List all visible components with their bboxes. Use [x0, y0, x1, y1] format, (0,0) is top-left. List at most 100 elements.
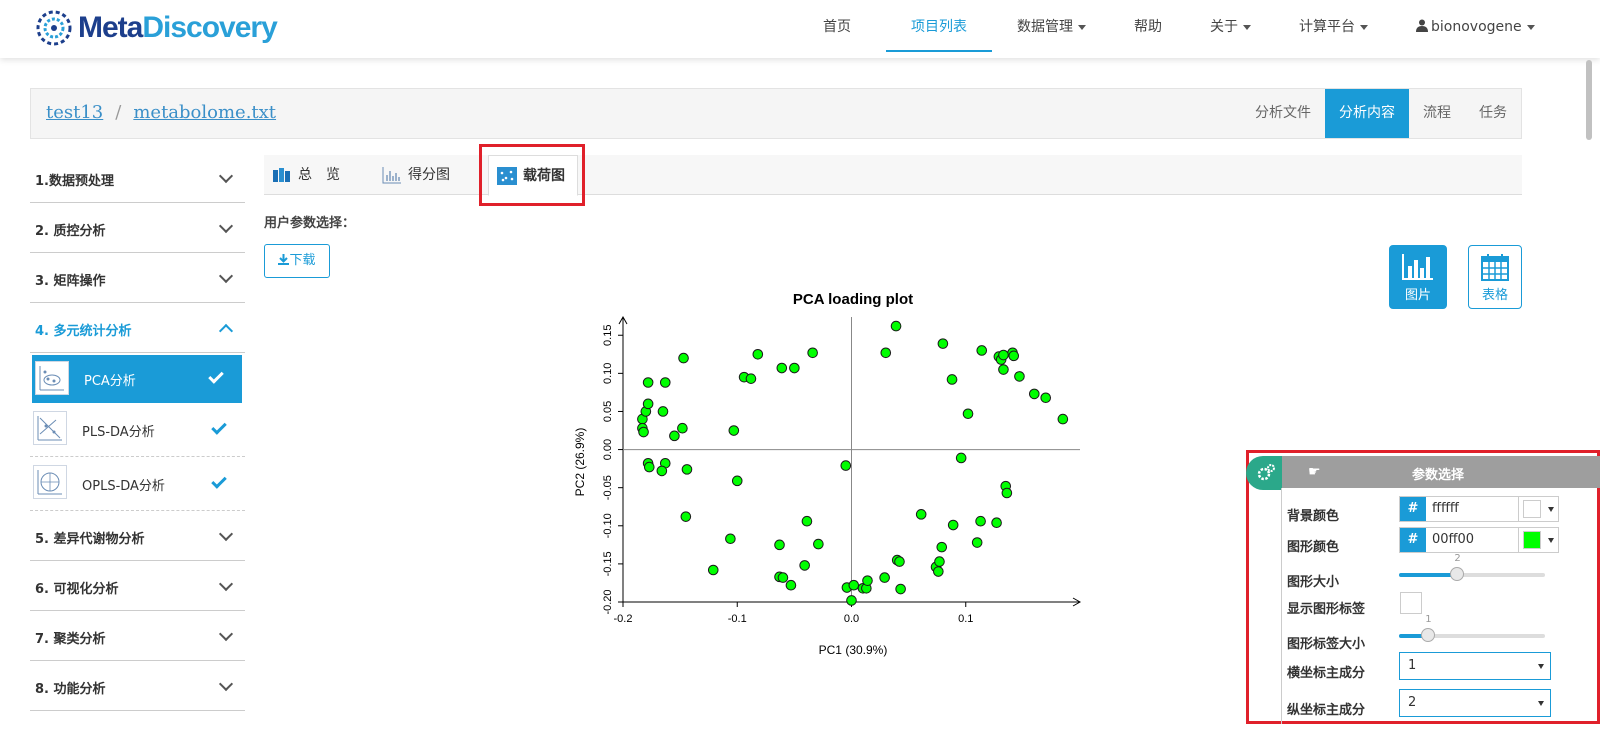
data-point [643, 461, 655, 473]
panel-divider [1281, 488, 1282, 724]
slider-fill [1399, 573, 1458, 577]
chevron-down-icon [218, 268, 234, 284]
nav-user-menu[interactable]: bionovogene [1403, 0, 1548, 52]
show-labels-checkbox[interactable] [1400, 592, 1422, 614]
slider-knob[interactable] [1421, 628, 1436, 642]
sidebar-item-oplsda[interactable]: OPLS-DA分析 [30, 457, 245, 511]
data-point [807, 347, 818, 359]
chevron-up-icon [218, 323, 234, 339]
sidebar-section-functional[interactable]: 8. 功能分析 [30, 661, 245, 711]
loading-plot-icon [497, 167, 517, 185]
sidebar-section-label: 3. 矩阵操作 [35, 274, 106, 289]
data-point [1029, 388, 1040, 400]
tab-score-plot[interactable]: 得分图 [382, 155, 450, 195]
data-point [752, 348, 764, 360]
y-tick-label: -0.05 [602, 475, 614, 500]
page-scrollbar[interactable] [1586, 60, 1592, 140]
sidebar-item-pca[interactable]: PCA分析 [32, 355, 242, 403]
chart-title: PCA loading plot [793, 291, 913, 308]
shape-size-slider[interactable]: 2 [1399, 553, 1545, 581]
breadcrumb-file-link[interactable]: metabolome.txt [133, 102, 277, 123]
breadcrumb-project-link[interactable]: test13 [46, 102, 104, 123]
tab-overview[interactable]: 总 览 [272, 155, 340, 195]
data-point [725, 533, 736, 545]
shape-color-input[interactable]: # 00ff00 [1399, 527, 1559, 553]
data-point [937, 338, 949, 349]
data-point [774, 539, 785, 551]
sidebar-section-label: 7. 聚类分析 [35, 632, 106, 647]
logo-text-meta: Meta [78, 11, 143, 44]
data-point [745, 373, 757, 384]
tab-workflow[interactable]: 流程 [1423, 105, 1451, 121]
sidebar-section-clustering[interactable]: 7. 聚类分析 [30, 611, 245, 661]
nav-about[interactable]: 关于 [1197, 0, 1264, 52]
check-icon [208, 368, 224, 384]
data-point [991, 517, 1002, 529]
nav-project-list[interactable]: 项目列表 [886, 0, 992, 52]
bg-color-picker[interactable] [1518, 497, 1558, 521]
data-point [955, 452, 967, 464]
slider-knob[interactable] [1450, 567, 1465, 581]
tab-analysis-content[interactable]: 分析内容 [1325, 89, 1409, 138]
label-size-slider[interactable]: 1 [1399, 614, 1545, 642]
sidebar-section-visualization[interactable]: 6. 可视化分析 [30, 561, 245, 611]
sidebar-section-multivariate[interactable]: 4. 多元统计分析 [30, 303, 245, 353]
y-pc-value: 2 [1408, 695, 1417, 710]
view-table-button[interactable]: 表格 [1468, 245, 1522, 309]
data-point [657, 406, 669, 417]
nav-data-management[interactable]: 数据管理 [1004, 0, 1099, 52]
shape-size-value: 2 [1454, 553, 1461, 564]
data-point [677, 422, 688, 434]
y-pc-select[interactable]: 2 [1399, 689, 1551, 717]
sidebar: 1.数据预处理 2. 质控分析 3. 矩阵操作 4. 多元统计分析 PCA分析 … [30, 153, 245, 711]
nav-data-management-label: 数据管理 [1017, 19, 1073, 35]
nav-help[interactable]: 帮助 [1121, 0, 1175, 52]
tab-loading-plot-label: 载荷图 [523, 168, 565, 184]
nav-compute-platform[interactable]: 计算平台 [1286, 0, 1381, 52]
data-point [789, 362, 800, 374]
y-tick-label: 0.10 [602, 363, 614, 384]
logo-icon [36, 10, 72, 46]
data-point [934, 556, 945, 567]
sidebar-item-label: PLS-DA分析 [82, 425, 155, 440]
sidebar-section-qc[interactable]: 2. 质控分析 [30, 203, 245, 253]
x-pc-select[interactable]: 1 [1399, 652, 1551, 680]
color-swatch [1523, 531, 1541, 549]
data-point [678, 352, 689, 364]
tab-analysis-files[interactable]: 分析文件 [1255, 105, 1311, 121]
sidebar-item-plsda[interactable]: PLS-DA分析 [30, 403, 245, 457]
tab-tasks[interactable]: 任务 [1479, 105, 1507, 121]
tab-overview-label: 总 览 [298, 167, 340, 183]
data-point [962, 408, 974, 420]
nav-home[interactable]: 首页 [810, 0, 864, 52]
view-image-button[interactable]: 图片 [1389, 245, 1447, 309]
data-point [680, 511, 692, 522]
y-tick-label: 0.00 [602, 439, 614, 460]
data-point [976, 345, 988, 356]
shape-color-picker[interactable] [1518, 528, 1558, 552]
plsda-chart-icon [33, 411, 67, 445]
sidebar-section-label: 2. 质控分析 [35, 224, 106, 239]
param-panel-toggle[interactable] [1246, 456, 1282, 490]
top-navbar: MetaDiscovery 首页 项目列表 数据管理 帮助 关于 计算平台 bi… [0, 0, 1600, 58]
sidebar-section-preprocessing[interactable]: 1.数据预处理 [30, 153, 245, 203]
bg-color-input[interactable]: # ffffff [1399, 496, 1559, 522]
pin-icon[interactable]: ☛ [1308, 464, 1321, 480]
nav-compute-platform-label: 计算平台 [1299, 19, 1355, 35]
chevron-down-icon [218, 526, 234, 542]
check-icon [211, 473, 227, 489]
data-point [731, 475, 743, 487]
logo[interactable]: MetaDiscovery [34, 8, 278, 48]
download-button[interactable]: 下载 [264, 244, 330, 278]
sidebar-section-matrix[interactable]: 3. 矩阵操作 [30, 253, 245, 303]
data-point [848, 579, 860, 591]
logo-text: MetaDiscovery [78, 11, 278, 45]
nav-home-label: 首页 [823, 19, 851, 35]
y-tick-label: -0.20 [602, 589, 614, 614]
data-point [656, 465, 668, 477]
tab-loading-plot[interactable]: 载荷图 [488, 155, 578, 196]
sidebar-section-differential[interactable]: 5. 差异代谢物分析 [30, 511, 245, 561]
download-icon [278, 254, 290, 265]
x-tick-label: 0.0 [844, 613, 859, 625]
data-point [669, 430, 680, 442]
